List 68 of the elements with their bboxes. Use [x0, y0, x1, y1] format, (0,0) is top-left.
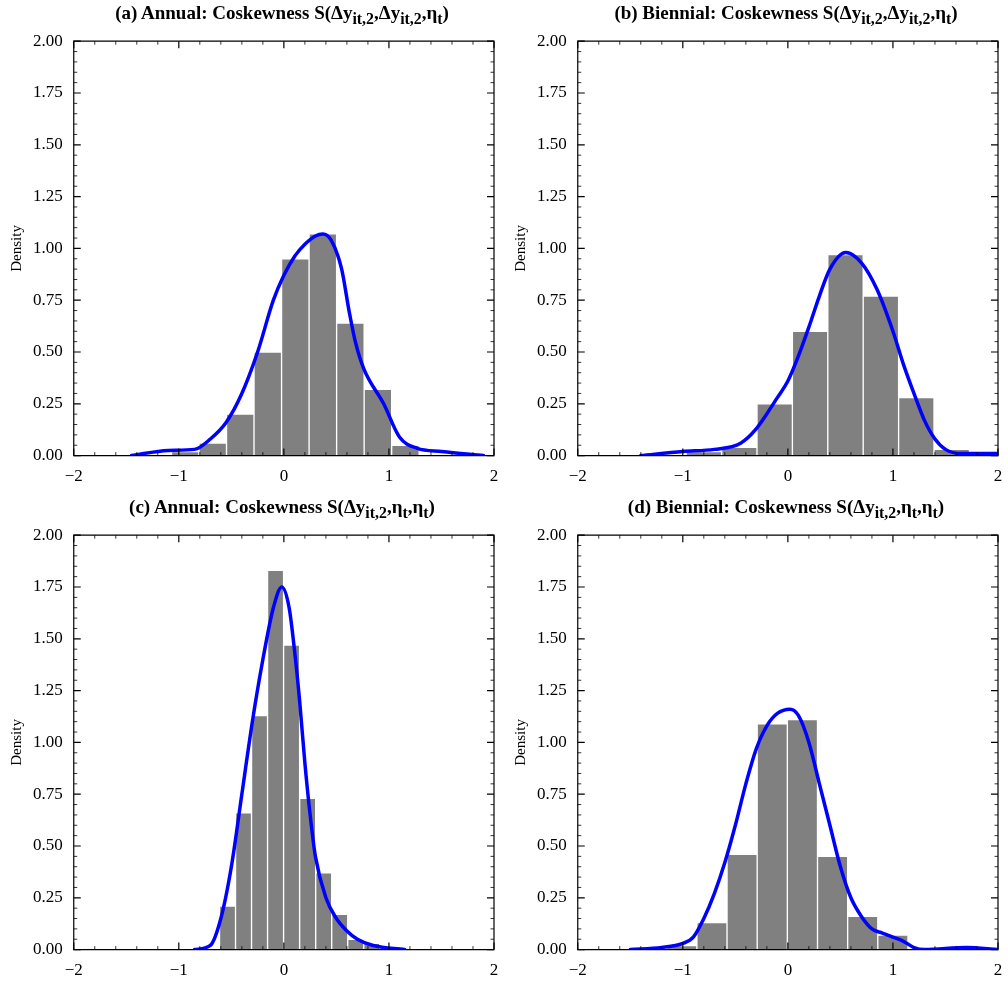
x-tick-label: −2	[64, 466, 83, 486]
chart-title: (d) Biennial: Coskewness S(Δy$_{it,2}$,η$_{t}$,η$_{t}$)	[626, 496, 946, 522]
y-tick-label: 1.50	[537, 628, 567, 648]
y-tick-label: 0.75	[33, 289, 63, 309]
x-tick-label: −1	[169, 466, 188, 486]
x-tick-label: −2	[568, 466, 587, 486]
x-tick-label: 2	[993, 960, 1003, 980]
y-tick-label: 0.50	[33, 835, 63, 855]
y-tick-label: 0.50	[33, 341, 63, 361]
line-series	[192, 585, 407, 950]
y-tick-label: 0.25	[537, 393, 567, 413]
line-series	[639, 250, 998, 456]
y-tick-label: 1.75	[33, 82, 63, 102]
y-tick-label: 1.75	[33, 576, 63, 596]
y-tick-label: 1.50	[537, 134, 567, 154]
y-tick-label: 0.75	[537, 783, 567, 803]
y-tick-label: 0.75	[33, 783, 63, 803]
y-tick-label: 1.00	[33, 731, 63, 751]
y-tick-label: 2.00	[537, 30, 567, 50]
y-axis-title: Density	[7, 718, 24, 766]
y-tick-label: 1.00	[537, 731, 567, 751]
x-tick-label: −1	[169, 960, 188, 980]
line-series	[129, 232, 486, 456]
x-tick-label: 2	[489, 466, 499, 486]
y-tick-label: 1.25	[33, 680, 63, 700]
x-tick-label: 1	[384, 960, 394, 980]
chart-title: (a) Annual: Coskewness S(Δy$_{it,2}$,Δy$_{it,2}$,η$_{t}$)	[114, 2, 450, 28]
x-tick-label: 1	[384, 466, 394, 486]
x-tick-label: 0	[783, 466, 793, 486]
y-tick-label: 0.00	[537, 939, 567, 959]
y-tick-label: 0.25	[33, 887, 63, 907]
x-tick-label: 0	[783, 960, 793, 980]
y-tick-label: 1.25	[537, 186, 567, 206]
y-tick-label: 1.25	[33, 186, 63, 206]
y-tick-label: 1.75	[537, 82, 567, 102]
y-tick-label: 2.00	[33, 30, 63, 50]
x-tick-label: −1	[673, 960, 692, 980]
y-axis-title: Density	[7, 224, 24, 272]
y-tick-label: 1.75	[537, 576, 567, 596]
x-tick-label: −2	[568, 960, 587, 980]
x-tick-label: 2	[993, 466, 1003, 486]
y-tick-label: 0.50	[537, 835, 567, 855]
chart-title: (c) Annual: Coskewness S(Δy$_{it,2}$,η$_{t}$,η$_{t}$)	[128, 496, 436, 522]
x-tick-label: 0	[279, 960, 289, 980]
y-tick-label: 1.25	[537, 680, 567, 700]
y-tick-label: 1.50	[33, 134, 63, 154]
y-tick-label: 1.50	[33, 628, 63, 648]
y-tick-label: 1.00	[537, 237, 567, 257]
y-tick-label: 0.25	[537, 887, 567, 907]
x-tick-label: −1	[673, 466, 692, 486]
x-tick-label: 1	[888, 466, 898, 486]
x-tick-label: 1	[888, 960, 898, 980]
y-tick-label: 0.00	[33, 445, 63, 465]
y-tick-label: 2.00	[537, 524, 567, 544]
x-tick-label: −2	[64, 960, 83, 980]
y-tick-label: 0.25	[33, 393, 63, 413]
y-axis-title: Density	[511, 718, 528, 766]
y-tick-label: 0.00	[537, 445, 567, 465]
line-series	[628, 707, 998, 950]
y-tick-label: 2.00	[33, 524, 63, 544]
y-tick-label: 0.50	[537, 341, 567, 361]
y-tick-label: 0.75	[537, 289, 567, 309]
chart-title: (b) Biennial: Coskewness S(Δy$_{it,2}$,Δy$_{it,2}$,η$_{t}$)	[613, 2, 959, 28]
y-axis-title: Density	[511, 224, 528, 272]
x-tick-label: 2	[489, 960, 499, 980]
x-tick-label: 0	[279, 466, 289, 486]
y-tick-label: 0.00	[33, 939, 63, 959]
y-tick-label: 1.00	[33, 237, 63, 257]
